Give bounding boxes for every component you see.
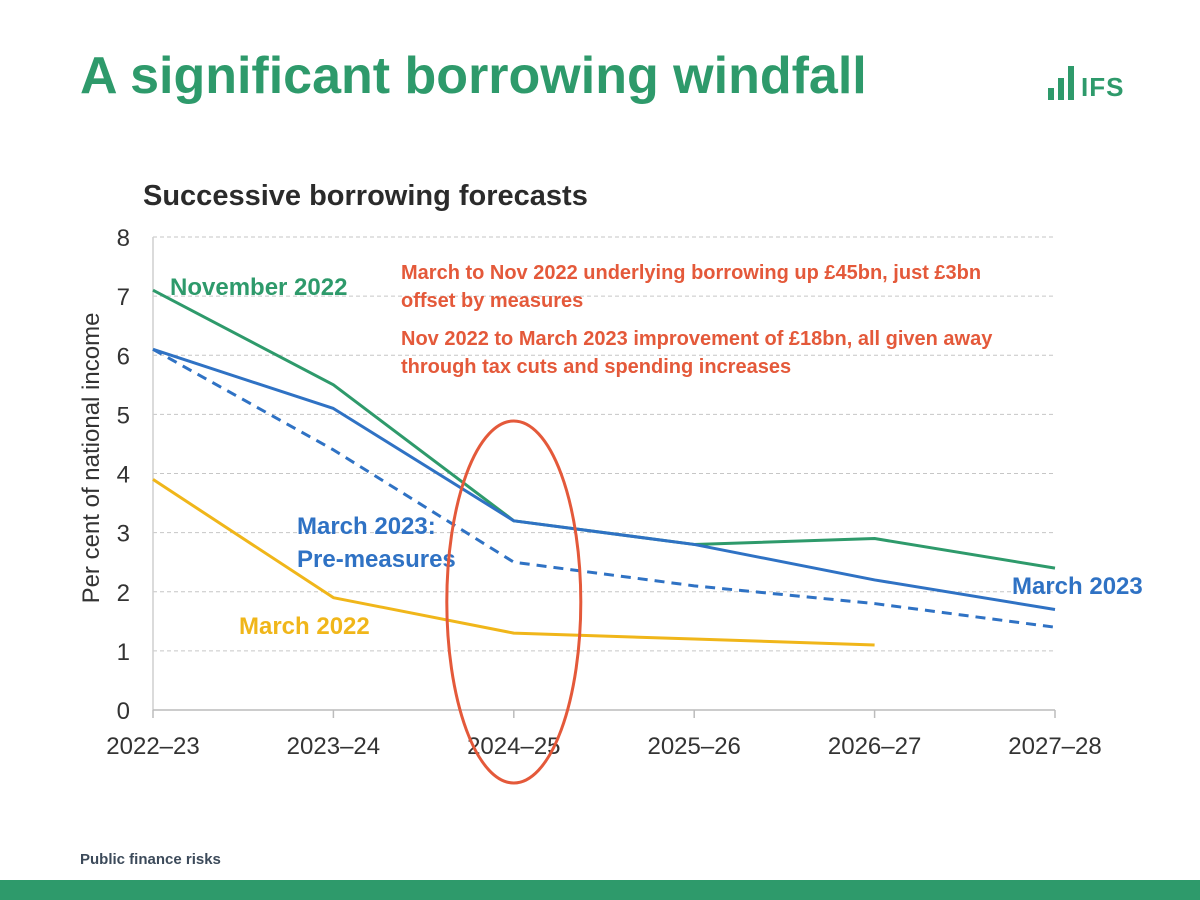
series-label-november-2022: November 2022 [170,274,347,301]
y-axis-label: Per cent of national income [78,313,105,604]
chart-title: Successive borrowing forecasts [143,180,588,212]
logo-text: IFS [1081,72,1125,102]
x-tick-label: 2023–24 [287,733,380,760]
ifs-logo: IFS [1048,60,1128,102]
y-tick-label: 4 [117,462,130,489]
y-tick-label: 2 [117,580,130,607]
x-tick-label: 2027–28 [1008,733,1101,760]
footer-bar [0,880,1200,900]
annotation-line: March to Nov 2022 underlying borrowing u… [401,262,981,284]
y-tick-label: 0 [117,698,130,725]
bar-chart-icon-bar [1068,66,1074,100]
series-label-march-2023-pre-line1: March 2023: [297,513,436,540]
x-tick-label: 2026–27 [828,733,921,760]
slide-title: A significant borrowing windfall [80,47,867,105]
series-label-march-2022: March 2022 [239,613,370,640]
series-line [152,478,875,647]
series-line [152,348,1056,629]
bar-chart-icon-bar [1058,78,1064,100]
bar-chart-icon [1048,88,1054,100]
series-line [152,347,1056,611]
y-tick-label: 5 [117,402,130,429]
y-tick-label: 1 [117,639,130,666]
x-tick-label: 2025–26 [647,733,740,760]
series-label-march-2023: March 2023 [1012,573,1143,600]
annotation-line: offset by measures [401,290,583,312]
y-tick-label: 3 [117,521,130,548]
annotation-line: Nov 2022 to March 2023 improvement of £1… [401,328,993,350]
y-tick-label: 7 [117,284,130,311]
highlight-ellipse [445,419,583,785]
x-tick-label: 2024–25 [467,733,560,760]
x-tick-label: 2022–23 [106,733,199,760]
y-tick-label: 8 [117,225,130,252]
footer-text: Public finance risks [80,851,221,868]
y-tick-label: 6 [117,343,130,370]
series-label-march-2023-pre-line2: Pre-measures [297,546,456,573]
annotation-line: through tax cuts and spending increases [401,356,791,378]
